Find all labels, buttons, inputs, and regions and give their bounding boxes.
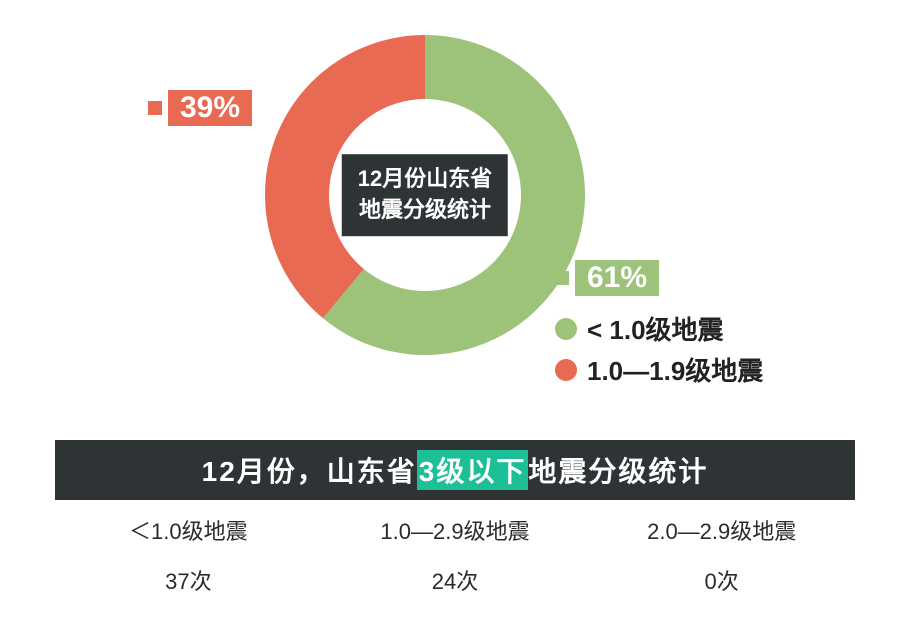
legend-label-1: < 1.0级地震	[587, 310, 724, 347]
legend-label-2: 1.0—1.9级地震	[587, 351, 763, 388]
table-col-2: 1.0—2.9级地震 24次	[322, 500, 589, 602]
table-body: ＜1.0级地震 37次 1.0—2.9级地震 24次 2.0—2.9级地震 0次	[55, 500, 855, 602]
center-title-line2: 地震分级统计	[359, 197, 491, 222]
chart-area: 12月份山东省 地震分级统计 39% 61% < 1.0级地震 1.0—1.9级…	[0, 0, 911, 460]
table-col-3-label: 2.0—2.9级地震	[588, 514, 855, 546]
legend-dot-1	[555, 318, 577, 340]
table-col-2-value: 24次	[322, 564, 589, 596]
legend-dot-2	[555, 359, 577, 381]
legend: < 1.0级地震 1.0—1.9级地震	[555, 310, 763, 392]
table-area: 12月份，山东省3级以下地震分级统计 ＜1.0级地震 37次 1.0—2.9级地…	[55, 440, 855, 602]
table-col-1: ＜1.0级地震 37次	[55, 500, 322, 602]
table-header-highlight: 3级以下	[417, 450, 529, 490]
donut-chart: 12月份山东省 地震分级统计	[260, 30, 590, 360]
table-col-1-value: 37次	[55, 564, 322, 596]
table-col-1-label: ＜1.0级地震	[55, 514, 322, 546]
swatch-slice-1	[555, 271, 569, 285]
pct-label-slice-2: 39%	[148, 90, 252, 126]
pct-label-slice-1: 61%	[555, 260, 659, 296]
table-header: 12月份，山东省3级以下地震分级统计	[55, 440, 855, 500]
table-header-suffix: 地震分级统计	[528, 456, 708, 487]
table-col-3: 2.0—2.9级地震 0次	[588, 500, 855, 602]
center-title-line1: 12月份山东省	[358, 166, 492, 191]
legend-item-1: < 1.0级地震	[555, 310, 763, 347]
table-header-prefix: 12月份，山东省	[202, 456, 417, 487]
pct-text-slice-2: 39%	[168, 90, 252, 126]
legend-item-2: 1.0—1.9级地震	[555, 351, 763, 388]
table-col-2-label: 1.0—2.9级地震	[322, 514, 589, 546]
swatch-slice-2	[148, 101, 162, 115]
pct-text-slice-1: 61%	[575, 260, 659, 296]
table-col-3-value: 0次	[588, 564, 855, 596]
chart-center-title: 12月份山东省 地震分级统计	[342, 154, 508, 236]
